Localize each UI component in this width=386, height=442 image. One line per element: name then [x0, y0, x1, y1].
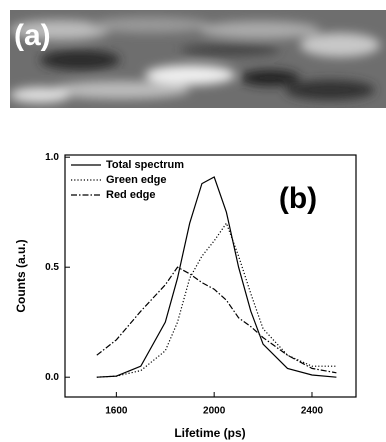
y-axis-label: Counts (a.u.)	[14, 239, 28, 312]
panel-label: (a)	[14, 19, 51, 52]
y-tick-label: 1.0	[45, 152, 59, 163]
x-tick-label: 2400	[301, 406, 324, 417]
y-tick-label: 0.5	[45, 262, 59, 273]
legend-label: Total spectrum	[106, 159, 184, 171]
image-panel: (a)	[10, 10, 386, 108]
x-axis-label: Lifetime (ps)	[174, 426, 245, 440]
legend-label: Red edge	[106, 189, 156, 201]
line-series	[97, 223, 337, 377]
line-series	[97, 267, 337, 373]
x-tick-label: 2000	[203, 406, 226, 417]
legend-label: Green edge	[106, 174, 167, 186]
y-tick-label: 0.0	[45, 372, 59, 383]
figure: (a) (b) Lifetime (ps) Counts (a.u.) 1600…	[0, 0, 386, 442]
x-tick-label: 1600	[105, 406, 128, 417]
annotation: (b)	[279, 182, 317, 215]
